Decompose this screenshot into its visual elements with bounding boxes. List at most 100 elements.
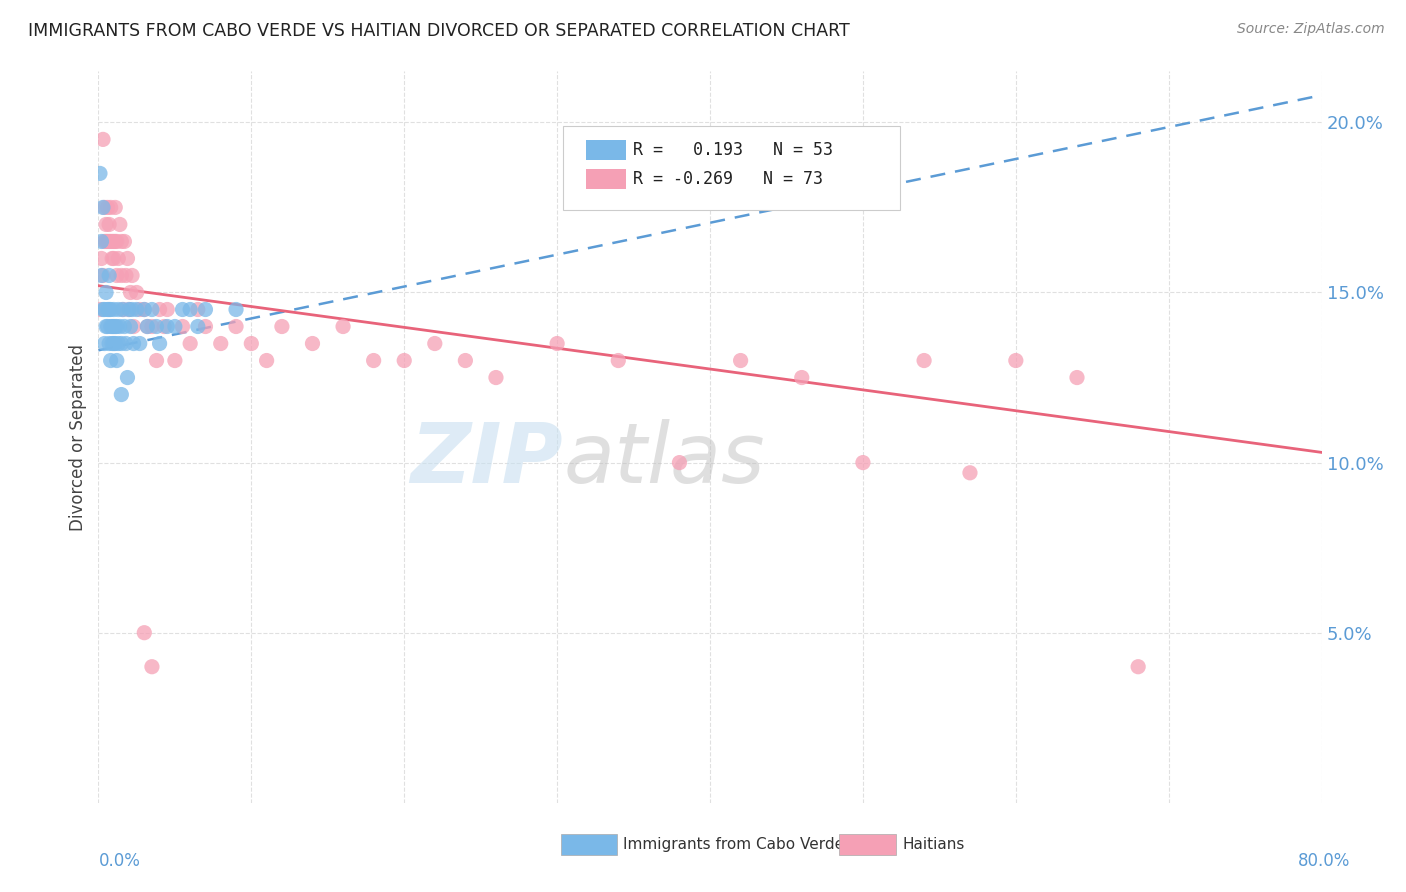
Point (104, 235, 127, 249)
Point (111, 302, 134, 317)
Point (105, 319, 128, 334)
Point (128, 336, 150, 351)
Point (97, 319, 120, 334)
Point (454, 353, 477, 368)
Point (1004, 353, 1026, 368)
Text: R =   0.193   N = 53: R = 0.193 N = 53 (633, 141, 832, 159)
Point (98, 336, 121, 351)
Point (163, 319, 186, 334)
Point (91, 302, 114, 317)
Point (852, 456, 875, 470)
Point (93, 201, 115, 215)
Point (187, 319, 209, 334)
Point (121, 302, 143, 317)
Point (100, 201, 122, 215)
Text: ZIP: ZIP (411, 418, 564, 500)
Text: IMMIGRANTS FROM CABO VERDE VS HAITIAN DIVORCED OR SEPARATED CORRELATION CHART: IMMIGRANTS FROM CABO VERDE VS HAITIAN DI… (28, 22, 849, 40)
Point (1128, 659, 1150, 673)
Point (149, 336, 172, 351)
Point (156, 319, 179, 334)
Point (145, 353, 167, 368)
Point (110, 336, 132, 351)
Point (301, 336, 323, 351)
Point (153, 319, 176, 334)
Point (103, 235, 125, 249)
Point (790, 370, 813, 384)
Point (120, 285, 142, 300)
Point (100, 302, 122, 317)
Point (668, 456, 690, 470)
Point (108, 319, 131, 334)
Point (1066, 370, 1088, 384)
Point (136, 319, 159, 334)
Point (107, 302, 129, 317)
Point (103, 336, 125, 351)
Point (115, 268, 138, 283)
Point (101, 235, 124, 249)
Point (179, 336, 201, 351)
Point (172, 319, 194, 334)
Point (110, 235, 132, 249)
Point (98, 302, 121, 317)
Text: Immigrants from Cabo Verde: Immigrants from Cabo Verde (623, 838, 844, 852)
Point (149, 302, 172, 317)
Point (89, 166, 111, 180)
Point (118, 302, 141, 317)
Point (97, 302, 120, 317)
Point (546, 336, 568, 351)
Point (187, 302, 209, 317)
Point (93, 302, 115, 317)
Point (104, 201, 127, 215)
Point (107, 336, 129, 351)
Point (103, 302, 125, 317)
Point (363, 353, 385, 368)
Point (117, 370, 139, 384)
Point (98, 235, 121, 249)
FancyBboxPatch shape (564, 126, 900, 211)
Point (117, 252, 139, 266)
Point (94, 218, 117, 232)
Point (103, 252, 125, 266)
Point (98, 268, 121, 283)
Point (122, 319, 145, 334)
Text: atlas: atlas (564, 418, 765, 500)
Point (141, 319, 163, 334)
Point (112, 319, 135, 334)
Point (730, 353, 752, 368)
Point (89, 302, 111, 317)
Point (225, 302, 247, 317)
Point (90, 252, 112, 266)
Point (110, 268, 132, 283)
Point (194, 319, 217, 334)
Point (145, 319, 167, 334)
Point (105, 268, 128, 283)
Point (94, 319, 117, 334)
Point (93, 235, 115, 249)
Point (128, 302, 150, 317)
Point (423, 336, 446, 351)
Point (91, 268, 114, 283)
Point (392, 353, 416, 368)
Point (134, 302, 156, 317)
Point (134, 625, 156, 640)
Point (141, 659, 163, 673)
Point (163, 353, 186, 368)
Point (141, 302, 163, 317)
Point (118, 302, 141, 317)
Point (94, 235, 117, 249)
Point (97, 235, 120, 249)
Point (959, 466, 981, 480)
Point (134, 302, 156, 317)
Point (125, 285, 148, 300)
Point (115, 336, 138, 351)
Point (111, 302, 134, 317)
Point (101, 252, 124, 266)
Point (240, 336, 263, 351)
Point (105, 353, 128, 368)
Point (256, 353, 278, 368)
Y-axis label: Divorced or Separated: Divorced or Separated (69, 343, 87, 531)
Point (105, 235, 128, 249)
Point (112, 235, 135, 249)
Point (156, 302, 179, 317)
Point (121, 268, 143, 283)
